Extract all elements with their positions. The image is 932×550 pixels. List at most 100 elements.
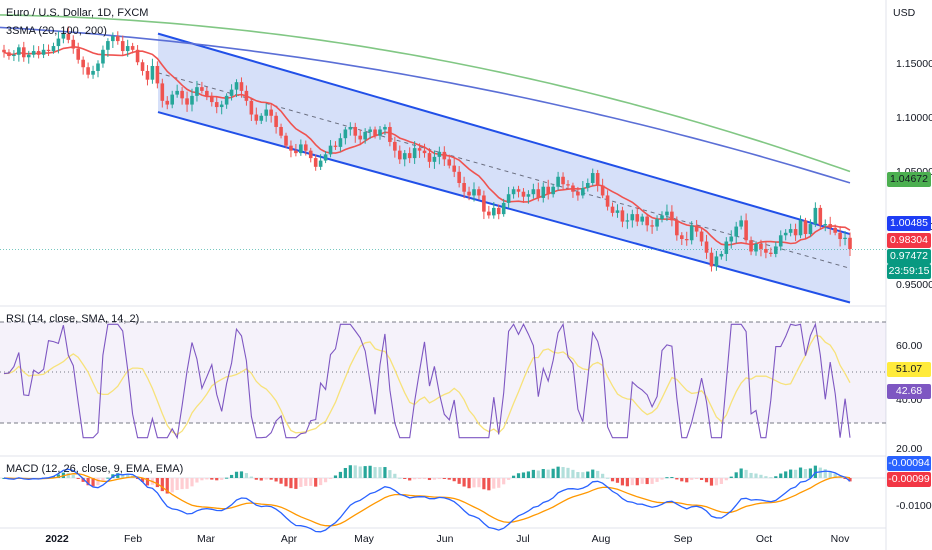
macd-histogram-bar (635, 478, 639, 486)
macd-histogram-bar (734, 472, 738, 478)
macd-histogram-bar (269, 478, 273, 480)
candle-body (536, 189, 541, 198)
macd-histogram-bar (472, 478, 476, 488)
candle-body (96, 63, 100, 71)
candle-body (838, 232, 842, 240)
macd-histogram-bar (323, 478, 328, 483)
macd-histogram-bar (145, 478, 150, 486)
candle-body (318, 160, 323, 167)
macd-histogram-bar (511, 475, 516, 478)
candle-body (205, 90, 209, 96)
candle-body (551, 186, 555, 195)
macd-histogram-bar (675, 478, 679, 480)
candle-body (605, 195, 610, 207)
candle-body (91, 70, 95, 75)
candle-body (378, 129, 382, 136)
candle-body (496, 207, 501, 215)
macd-histogram-bar (190, 478, 194, 487)
macd-histogram-bar (690, 478, 694, 480)
macd-histogram-bar (665, 477, 669, 479)
candle-body (402, 153, 407, 160)
candle-body (432, 156, 437, 162)
macd-histogram-bar (793, 469, 798, 478)
x-axis-label: Nov (830, 533, 850, 545)
macd-histogram-bar (299, 478, 303, 487)
candle-body (467, 191, 471, 196)
macd-histogram-bar (586, 471, 590, 478)
macd-histogram-bar (368, 465, 372, 478)
candle-body (313, 158, 318, 167)
macd-histogram-bar (210, 478, 214, 480)
candle-body (660, 215, 664, 220)
rsi-line (3, 322, 851, 440)
candle-body (130, 46, 135, 50)
macd-histogram-bar (482, 478, 486, 490)
macd-histogram-bar (398, 477, 402, 479)
macd-histogram-bar (76, 478, 80, 479)
macd-histogram-bar (314, 478, 318, 487)
macd-histogram-bar (818, 467, 822, 478)
macd-histogram-bar (437, 478, 441, 479)
candle-body (61, 33, 66, 39)
candle-body (576, 191, 580, 196)
candle-body (229, 89, 234, 96)
candle-body (86, 67, 90, 75)
macd-histogram-bar (126, 474, 130, 478)
candle-body (249, 100, 254, 115)
candle-body (397, 150, 402, 160)
candle-body (358, 135, 363, 140)
candle-body (269, 109, 273, 116)
candle-body (214, 102, 219, 108)
rsi-tick: 60.00 (896, 340, 923, 352)
candle-body (704, 241, 709, 253)
macd-histogram-bar (516, 473, 521, 478)
x-axis-label: Sep (673, 533, 693, 545)
macd-histogram-bar (200, 478, 204, 481)
macd-histogram-bar (660, 478, 664, 480)
macd-histogram-bar (249, 476, 253, 478)
macd-histogram-bar (739, 468, 743, 478)
candle-body (259, 115, 264, 121)
macd-histogram-bar (274, 478, 278, 482)
candle-body (66, 33, 71, 40)
macd-histogram-bar (101, 478, 105, 482)
macd-histogram-bar (828, 471, 832, 478)
candle-body (590, 173, 595, 183)
macd-histogram-bar (422, 478, 427, 479)
macd-histogram-bar (502, 478, 506, 485)
macd-histogram-bar (408, 478, 412, 481)
candle-body (645, 216, 649, 226)
macd-histogram-bar (284, 478, 288, 487)
candle-body (106, 41, 110, 50)
candle-body (323, 154, 328, 161)
macd-histogram-bar (319, 478, 323, 486)
candle-body (477, 189, 481, 196)
candle-body (284, 135, 288, 146)
macd-histogram-bar (769, 477, 773, 479)
candle-body (462, 183, 466, 192)
macd-histogram-bar (432, 478, 437, 480)
candle-body (531, 189, 536, 195)
macd-histogram-bar (541, 469, 545, 478)
macd-histogram-bar (759, 474, 763, 478)
candle-body (808, 224, 813, 235)
macd-histogram-bar (526, 471, 531, 478)
candle-body (620, 210, 625, 222)
candle-body (546, 186, 551, 195)
candle-body (675, 220, 679, 236)
candle-body (17, 47, 21, 55)
sma-legend: 3SMA (20, 100, 200) (6, 25, 107, 37)
macd-histogram-bar (709, 478, 714, 486)
candle-body (759, 244, 763, 249)
candle-body (491, 207, 496, 216)
macd-histogram-bar (729, 476, 733, 478)
candle-body (561, 176, 565, 185)
candle-body (145, 70, 150, 80)
macd-histogram-bar (457, 478, 461, 484)
candle-body (111, 36, 115, 42)
candle-body (7, 52, 11, 57)
candle-body (843, 237, 847, 240)
x-axis-label: Jun (436, 533, 454, 545)
candle-body (734, 226, 739, 237)
